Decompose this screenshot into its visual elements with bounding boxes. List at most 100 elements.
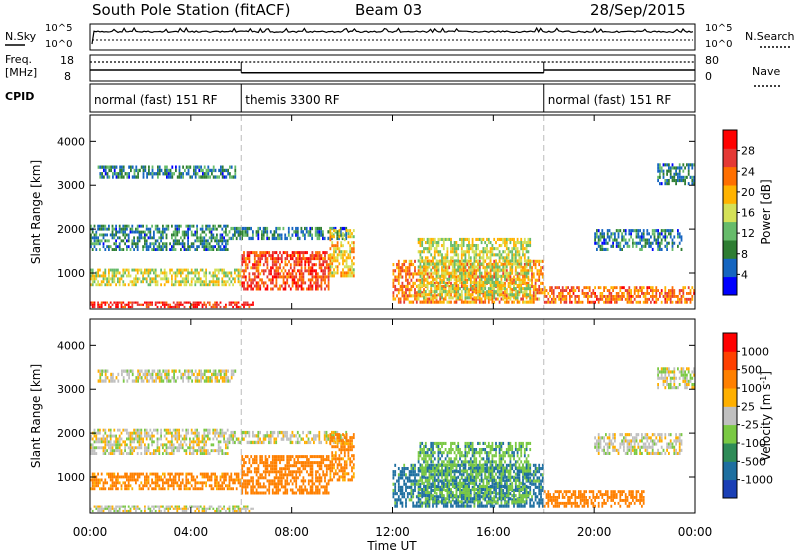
range-gate-cell bbox=[493, 247, 496, 251]
range-gate-cell bbox=[471, 250, 474, 254]
range-gate-cell bbox=[336, 259, 339, 263]
range-gate-cell bbox=[484, 277, 487, 281]
range-gate-cell bbox=[311, 257, 314, 261]
range-gate-cell bbox=[169, 268, 171, 272]
range-gate-cell bbox=[433, 256, 436, 260]
range-gate-cell bbox=[525, 250, 528, 254]
range-gate-cell bbox=[174, 239, 177, 243]
range-gate-cell bbox=[282, 281, 285, 285]
range-gate-cell bbox=[255, 263, 258, 267]
range-gate-cell bbox=[243, 430, 245, 435]
range-gate-cell bbox=[194, 369, 197, 373]
range-gate-cell bbox=[563, 300, 566, 304]
range-gate-cell bbox=[201, 440, 204, 444]
range-gate-cell bbox=[244, 226, 247, 231]
range-gate-cell bbox=[212, 168, 215, 173]
range-gate-cell bbox=[99, 431, 101, 435]
range-gate-cell bbox=[338, 236, 340, 241]
range-gate-cell bbox=[487, 296, 490, 300]
range-gate-cell bbox=[471, 237, 474, 241]
range-gate-cell bbox=[617, 244, 620, 248]
range-gate-cell bbox=[498, 287, 501, 291]
range-gate-cell bbox=[124, 475, 126, 479]
range-gate-cell bbox=[148, 165, 150, 169]
range-gate-cell bbox=[307, 263, 310, 267]
range-gate-cell bbox=[165, 449, 168, 453]
range-gate-cell bbox=[253, 251, 256, 255]
range-gate-cell bbox=[408, 269, 411, 273]
range-gate-cell bbox=[511, 277, 514, 281]
range-gate-cell bbox=[153, 248, 155, 251]
range-gate-cell bbox=[668, 295, 670, 298]
range-gate-cell bbox=[513, 300, 515, 304]
range-gate-cell bbox=[223, 248, 225, 251]
range-gate-cell bbox=[216, 303, 218, 306]
range-gate-cell bbox=[437, 271, 440, 275]
range-gate-cell bbox=[531, 297, 533, 301]
range-gate-cell bbox=[653, 238, 656, 242]
range-gate-cell bbox=[212, 472, 215, 476]
range-gate-cell bbox=[278, 226, 281, 231]
range-gate-cell bbox=[196, 443, 198, 447]
range-gate-cell bbox=[464, 275, 467, 279]
range-gate-cell bbox=[117, 472, 119, 476]
range-gate-cell bbox=[207, 283, 209, 287]
range-gate-cell bbox=[214, 168, 217, 173]
range-gate-cell bbox=[630, 292, 632, 295]
range-gate-cell bbox=[534, 288, 537, 292]
range-gate-cell bbox=[288, 272, 290, 276]
range-gate-cell bbox=[223, 271, 225, 275]
range-gate-cell bbox=[504, 241, 506, 245]
range-gate-cell bbox=[486, 265, 488, 269]
range-gate-cell bbox=[444, 262, 447, 266]
range-gate-cell bbox=[237, 440, 240, 445]
range-gate-cell bbox=[331, 235, 334, 239]
range-gate-cell bbox=[318, 430, 321, 435]
range-gate-cell bbox=[93, 224, 96, 228]
range-gate-cell bbox=[207, 227, 209, 231]
range-gate-cell bbox=[293, 260, 296, 264]
range-gate-cell bbox=[529, 284, 532, 288]
range-gate-cell bbox=[331, 232, 334, 236]
range-gate-cell bbox=[428, 271, 431, 275]
range-gate-cell bbox=[333, 253, 335, 257]
range-gate-cell bbox=[160, 443, 162, 447]
range-gate-cell bbox=[266, 230, 269, 234]
range-gate-cell bbox=[145, 437, 148, 441]
range-gate-cell bbox=[646, 229, 649, 233]
range-gate-cell bbox=[131, 369, 134, 373]
range-gate-cell bbox=[228, 440, 231, 445]
range-gate-cell bbox=[99, 305, 101, 309]
range-gate-cell bbox=[282, 266, 285, 270]
range-gate-cell bbox=[500, 256, 503, 260]
range-gate-cell bbox=[243, 272, 245, 276]
range-gate-cell bbox=[585, 295, 587, 298]
range-gate-cell bbox=[466, 271, 469, 275]
range-gate-cell bbox=[297, 263, 299, 267]
range-gate-cell bbox=[268, 272, 271, 276]
range-gate-cell bbox=[136, 428, 139, 432]
range-gate-cell bbox=[255, 260, 258, 264]
range-gate-cell bbox=[320, 233, 322, 237]
range-gate-cell bbox=[270, 272, 272, 276]
range-gate-cell bbox=[489, 253, 492, 257]
range-gate-cell bbox=[689, 289, 692, 292]
range-gate-cell bbox=[169, 271, 171, 275]
range-gate-cell bbox=[142, 168, 145, 173]
range-gate-cell bbox=[151, 268, 153, 272]
range-gate-cell bbox=[541, 291, 544, 295]
range-gate-cell bbox=[225, 376, 228, 380]
range-gate-cell bbox=[248, 434, 251, 438]
range-gate-cell bbox=[127, 301, 130, 304]
range-gate-cell bbox=[131, 280, 134, 284]
range-gate-cell bbox=[560, 292, 562, 295]
range-gate-cell bbox=[581, 300, 584, 304]
range-gate-cell bbox=[180, 440, 182, 444]
range-gate-cell bbox=[495, 297, 497, 301]
range-gate-cell bbox=[147, 271, 150, 275]
range-gate-cell bbox=[415, 284, 418, 288]
range-gate-cell bbox=[295, 263, 298, 267]
range-gate-cell bbox=[464, 287, 467, 291]
range-gate-cell bbox=[113, 440, 116, 444]
range-gate-cell bbox=[104, 376, 107, 380]
